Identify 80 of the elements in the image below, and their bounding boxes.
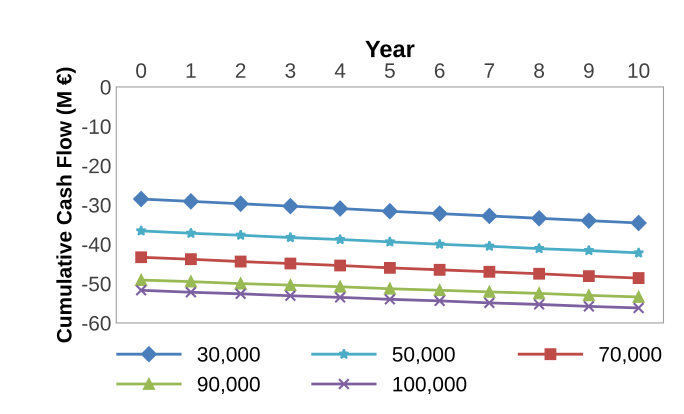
point (384, 293, 396, 306)
point (582, 270, 595, 282)
point (332, 200, 348, 216)
point (481, 208, 498, 224)
point (582, 300, 595, 312)
point (580, 212, 597, 229)
point (382, 203, 398, 220)
point (531, 210, 548, 226)
x-tick-label: 5 (384, 63, 395, 78)
point (135, 251, 148, 264)
x-tick-label: 2 (236, 63, 246, 78)
legend-label: 30,000 (198, 346, 260, 364)
point (133, 191, 150, 207)
legend-label: 50,000 (392, 346, 455, 364)
point (632, 291, 645, 303)
point (282, 198, 298, 214)
point (533, 288, 546, 300)
point (234, 256, 247, 268)
x-tick-label: 10 (628, 63, 650, 78)
y-tick-label: -20 (82, 158, 111, 174)
point (483, 266, 496, 278)
point (232, 196, 249, 212)
point (135, 224, 147, 236)
point (632, 247, 644, 258)
y-tick-label: -50 (82, 276, 111, 292)
x-tick-label: 8 (534, 63, 544, 78)
point (434, 294, 446, 307)
point (434, 264, 446, 276)
point (334, 280, 346, 293)
point (484, 240, 496, 252)
x-tick-label: 3 (285, 63, 296, 78)
point (483, 286, 496, 298)
point (135, 284, 148, 296)
x-tick-label: 7 (484, 63, 494, 78)
point (185, 227, 197, 238)
point (334, 260, 346, 272)
y-tick-label: -10 (82, 119, 111, 134)
point (234, 278, 247, 290)
x-axis-title: Year (365, 40, 414, 58)
point (334, 291, 346, 304)
point (135, 274, 148, 286)
point (632, 272, 645, 284)
point (483, 296, 496, 309)
point (184, 253, 197, 266)
legend-label: 90,000 (198, 376, 260, 394)
x-tick-label: 4 (334, 63, 346, 78)
point (284, 290, 296, 302)
point (533, 298, 546, 310)
point (234, 288, 247, 300)
point (582, 289, 595, 302)
point (434, 284, 446, 296)
point (384, 282, 396, 295)
x-tick-label: 9 (584, 63, 594, 78)
point (533, 242, 545, 254)
y-tick-label: -40 (82, 237, 111, 252)
y-tick-label: -60 (82, 316, 111, 331)
y-tick-label: 0 (100, 80, 111, 95)
point (384, 236, 396, 247)
point (284, 232, 296, 243)
point (284, 258, 296, 270)
x-tick-label: 6 (434, 63, 445, 78)
legend-label: 100,000 (393, 376, 466, 394)
x-tick-label: 1 (186, 63, 196, 78)
point (630, 215, 647, 231)
point (533, 268, 546, 280)
point (632, 302, 645, 314)
point (284, 279, 296, 292)
point (334, 234, 346, 245)
point (434, 238, 446, 250)
point (583, 244, 595, 256)
point (182, 193, 199, 210)
point (234, 229, 246, 240)
legend-label: 70,000 (599, 346, 662, 364)
y-axis-title: Cumulative Cash Flow (M €) (56, 68, 76, 342)
x-tick-label: 0 (136, 63, 146, 78)
y-tick-label: -30 (82, 198, 111, 213)
point (184, 276, 197, 288)
point (432, 206, 448, 222)
point (384, 262, 396, 274)
point (184, 286, 197, 298)
